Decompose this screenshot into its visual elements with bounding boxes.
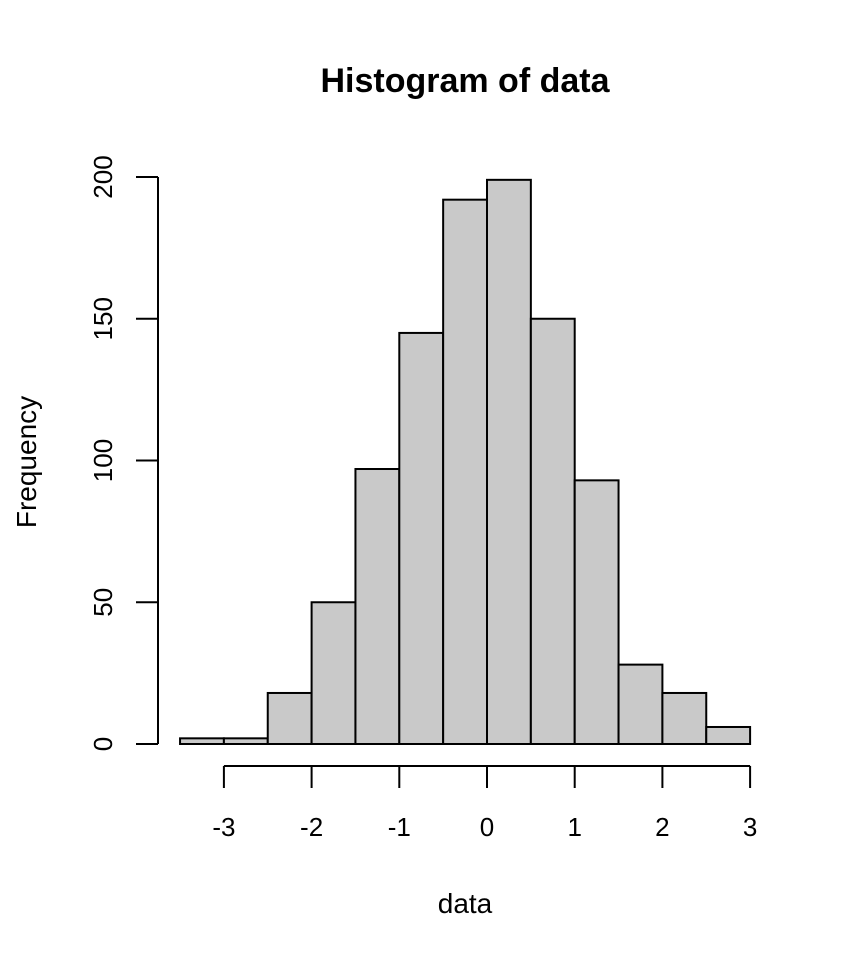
histogram-bar (573, 479, 620, 745)
x-axis-label: data (438, 888, 493, 919)
chart-title: Histogram of data (320, 62, 610, 100)
histogram-bar (179, 737, 225, 746)
histogram-bar (617, 663, 664, 745)
histogram-bar (222, 737, 269, 746)
y-tick-label: 150 (88, 297, 118, 340)
x-tick-label: -2 (300, 812, 323, 842)
histogram-bar (661, 691, 708, 745)
histogram-bar (354, 468, 401, 745)
histogram-bar (529, 317, 576, 745)
y-tick-label: 50 (88, 588, 118, 617)
x-tick-label: 2 (655, 812, 669, 842)
x-tick-label: -1 (388, 812, 411, 842)
y-tick-label: 0 (88, 737, 118, 751)
histogram-bar (398, 331, 445, 745)
x-tick-label: 3 (743, 812, 757, 842)
x-tick-label: 0 (480, 812, 494, 842)
x-axis: -3 -2 -1 0 1 2 3 (212, 765, 757, 842)
y-axis-label: Frequency (11, 396, 42, 528)
x-tick-label: 1 (567, 812, 581, 842)
y-tick-label: 200 (88, 155, 118, 198)
histogram-bar (705, 725, 752, 745)
histogram-bar (442, 198, 488, 745)
histogram-bar (486, 178, 532, 745)
histogram-bar (310, 601, 357, 745)
bars-group (179, 178, 752, 746)
histogram-bar (266, 691, 313, 745)
x-tick-label: -3 (212, 812, 235, 842)
y-tick-label: 100 (88, 439, 118, 482)
y-axis: 0 50 100 150 200 (88, 155, 159, 751)
